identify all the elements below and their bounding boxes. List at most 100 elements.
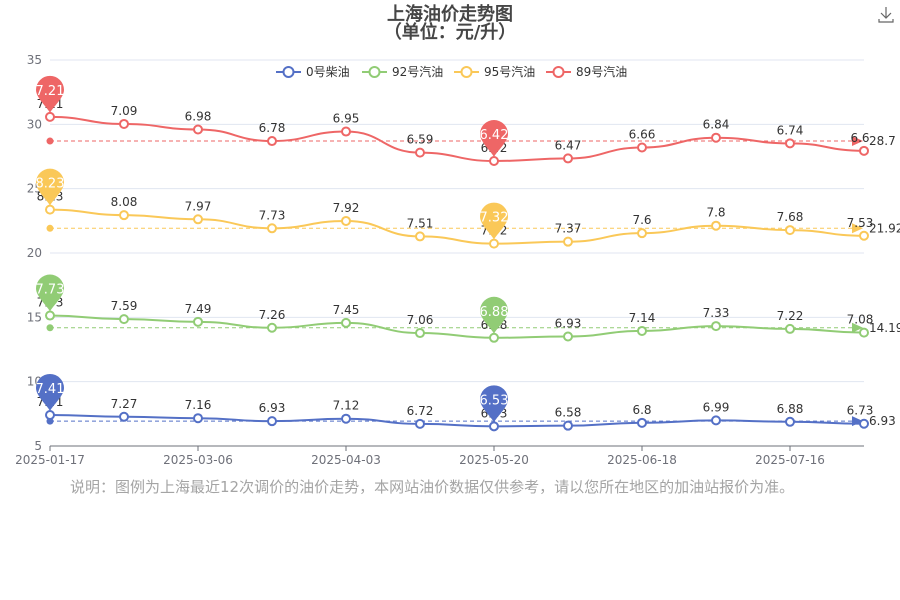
data-label: 7.68 xyxy=(777,210,804,224)
data-label: 7.53 xyxy=(847,216,874,230)
legend-symbol xyxy=(552,66,565,78)
data-point[interactable] xyxy=(119,210,129,221)
data-point[interactable] xyxy=(563,153,573,164)
data-point[interactable] xyxy=(563,420,573,431)
data-point[interactable] xyxy=(785,416,795,427)
data-point[interactable] xyxy=(637,142,647,153)
legend-item[interactable]: 92号汽油 xyxy=(362,64,443,79)
data-point[interactable] xyxy=(785,225,795,236)
data-point[interactable] xyxy=(45,409,55,420)
data-labels: 7.41 7.27 7.16 6.93 7.12 6.72 6.53 6.58 6.8 6.99 6… xyxy=(37,97,874,420)
data-label: 7.27 xyxy=(111,397,138,411)
data-point[interactable] xyxy=(415,147,425,158)
min-marker xyxy=(480,385,508,423)
download-icon[interactable] xyxy=(876,4,896,24)
data-point[interactable] xyxy=(711,415,721,426)
data-label: 6.58 xyxy=(555,406,582,420)
data-point[interactable] xyxy=(415,418,425,429)
data-point[interactable] xyxy=(711,220,721,231)
data-label: 6.93 xyxy=(555,317,582,331)
data-point[interactable] xyxy=(267,136,277,147)
legend-label: 0号柴油 xyxy=(306,65,350,79)
data-point[interactable] xyxy=(119,118,129,129)
data-label: 7.12 xyxy=(333,399,360,413)
data-point[interactable] xyxy=(45,111,55,122)
data-point[interactable] xyxy=(341,413,351,424)
data-point[interactable] xyxy=(489,421,499,432)
data-point[interactable] xyxy=(489,156,499,167)
data-label: 7.26 xyxy=(259,308,286,322)
data-point[interactable] xyxy=(859,418,869,429)
data-point[interactable] xyxy=(119,314,129,325)
data-point[interactable] xyxy=(267,322,277,333)
y-tick-label: 30 xyxy=(27,117,42,131)
series-4 xyxy=(45,111,869,167)
x-tick-label: 2025-07-16 xyxy=(755,453,825,467)
data-point[interactable] xyxy=(711,321,721,332)
data-point[interactable] xyxy=(859,230,869,241)
series-line xyxy=(49,314,865,339)
data-point[interactable] xyxy=(563,331,573,342)
data-label: 6.66 xyxy=(629,127,656,141)
data-point[interactable] xyxy=(267,223,277,234)
average-arrow xyxy=(852,223,863,234)
data-label: 7.45 xyxy=(333,303,360,317)
data-point[interactable] xyxy=(637,228,647,239)
data-point[interactable] xyxy=(45,310,55,321)
data-point[interactable] xyxy=(341,317,351,328)
data-label: 7.97 xyxy=(185,199,212,213)
extreme-markers: 7.41 6.53 7.73 6.88 8.23 7.32 7.21 6.42 xyxy=(36,75,509,423)
legend-label: 89号汽油 xyxy=(576,64,627,79)
data-point[interactable] xyxy=(637,417,647,428)
min-marker-label: 7.32 xyxy=(480,211,509,226)
x-tick-label: 2025-03-06 xyxy=(163,453,233,467)
data-point[interactable] xyxy=(785,323,795,334)
data-point[interactable] xyxy=(711,132,721,143)
legend-item[interactable]: 0号柴油 xyxy=(276,65,350,79)
data-point[interactable] xyxy=(193,124,203,135)
max-marker-label: 8.23 xyxy=(36,177,65,192)
data-label: 6.8 xyxy=(632,403,651,417)
data-point[interactable] xyxy=(45,204,55,215)
max-marker xyxy=(36,373,64,411)
series-3 xyxy=(45,204,869,249)
min-marker-label: 6.88 xyxy=(480,305,509,320)
min-marker xyxy=(480,296,508,334)
data-point[interactable] xyxy=(415,328,425,339)
data-point[interactable] xyxy=(489,332,499,343)
data-point[interactable] xyxy=(489,238,499,249)
max-marker-label: 7.73 xyxy=(36,283,65,298)
x-tick-label: 2025-04-03 xyxy=(311,453,381,467)
min-marker xyxy=(480,120,508,158)
data-label: 6.78 xyxy=(259,121,286,135)
max-marker xyxy=(36,168,64,206)
max-marker xyxy=(36,274,64,312)
data-point[interactable] xyxy=(859,145,869,156)
data-point[interactable] xyxy=(859,327,869,338)
series-line xyxy=(49,208,865,245)
legend-item[interactable]: 95号汽油 xyxy=(454,64,535,79)
data-point[interactable] xyxy=(267,416,277,427)
data-point[interactable] xyxy=(341,126,351,137)
data-label: 7.92 xyxy=(333,201,360,215)
data-point[interactable] xyxy=(119,411,129,422)
y-tick-label: 5 xyxy=(34,439,42,453)
data-point[interactable] xyxy=(785,138,795,149)
data-label: 7.06 xyxy=(407,313,434,327)
grid-lines xyxy=(50,59,864,383)
data-label: 7.22 xyxy=(777,309,804,323)
chart-subtitle: （单位：元/升） xyxy=(384,21,517,43)
data-point[interactable] xyxy=(193,214,203,225)
data-label: 7.37 xyxy=(555,222,582,236)
data-label: 7.73 xyxy=(259,208,286,222)
data-point[interactable] xyxy=(415,231,425,242)
average-label: 6.93 xyxy=(869,414,896,428)
data-point[interactable] xyxy=(341,215,351,226)
data-point[interactable] xyxy=(193,413,203,424)
data-point[interactable] xyxy=(193,316,203,327)
average-start-marker xyxy=(46,224,54,232)
data-point[interactable] xyxy=(563,236,573,247)
average-arrow xyxy=(852,136,863,147)
legend-item[interactable]: 89号汽油 xyxy=(546,64,627,79)
data-point[interactable] xyxy=(637,325,647,336)
